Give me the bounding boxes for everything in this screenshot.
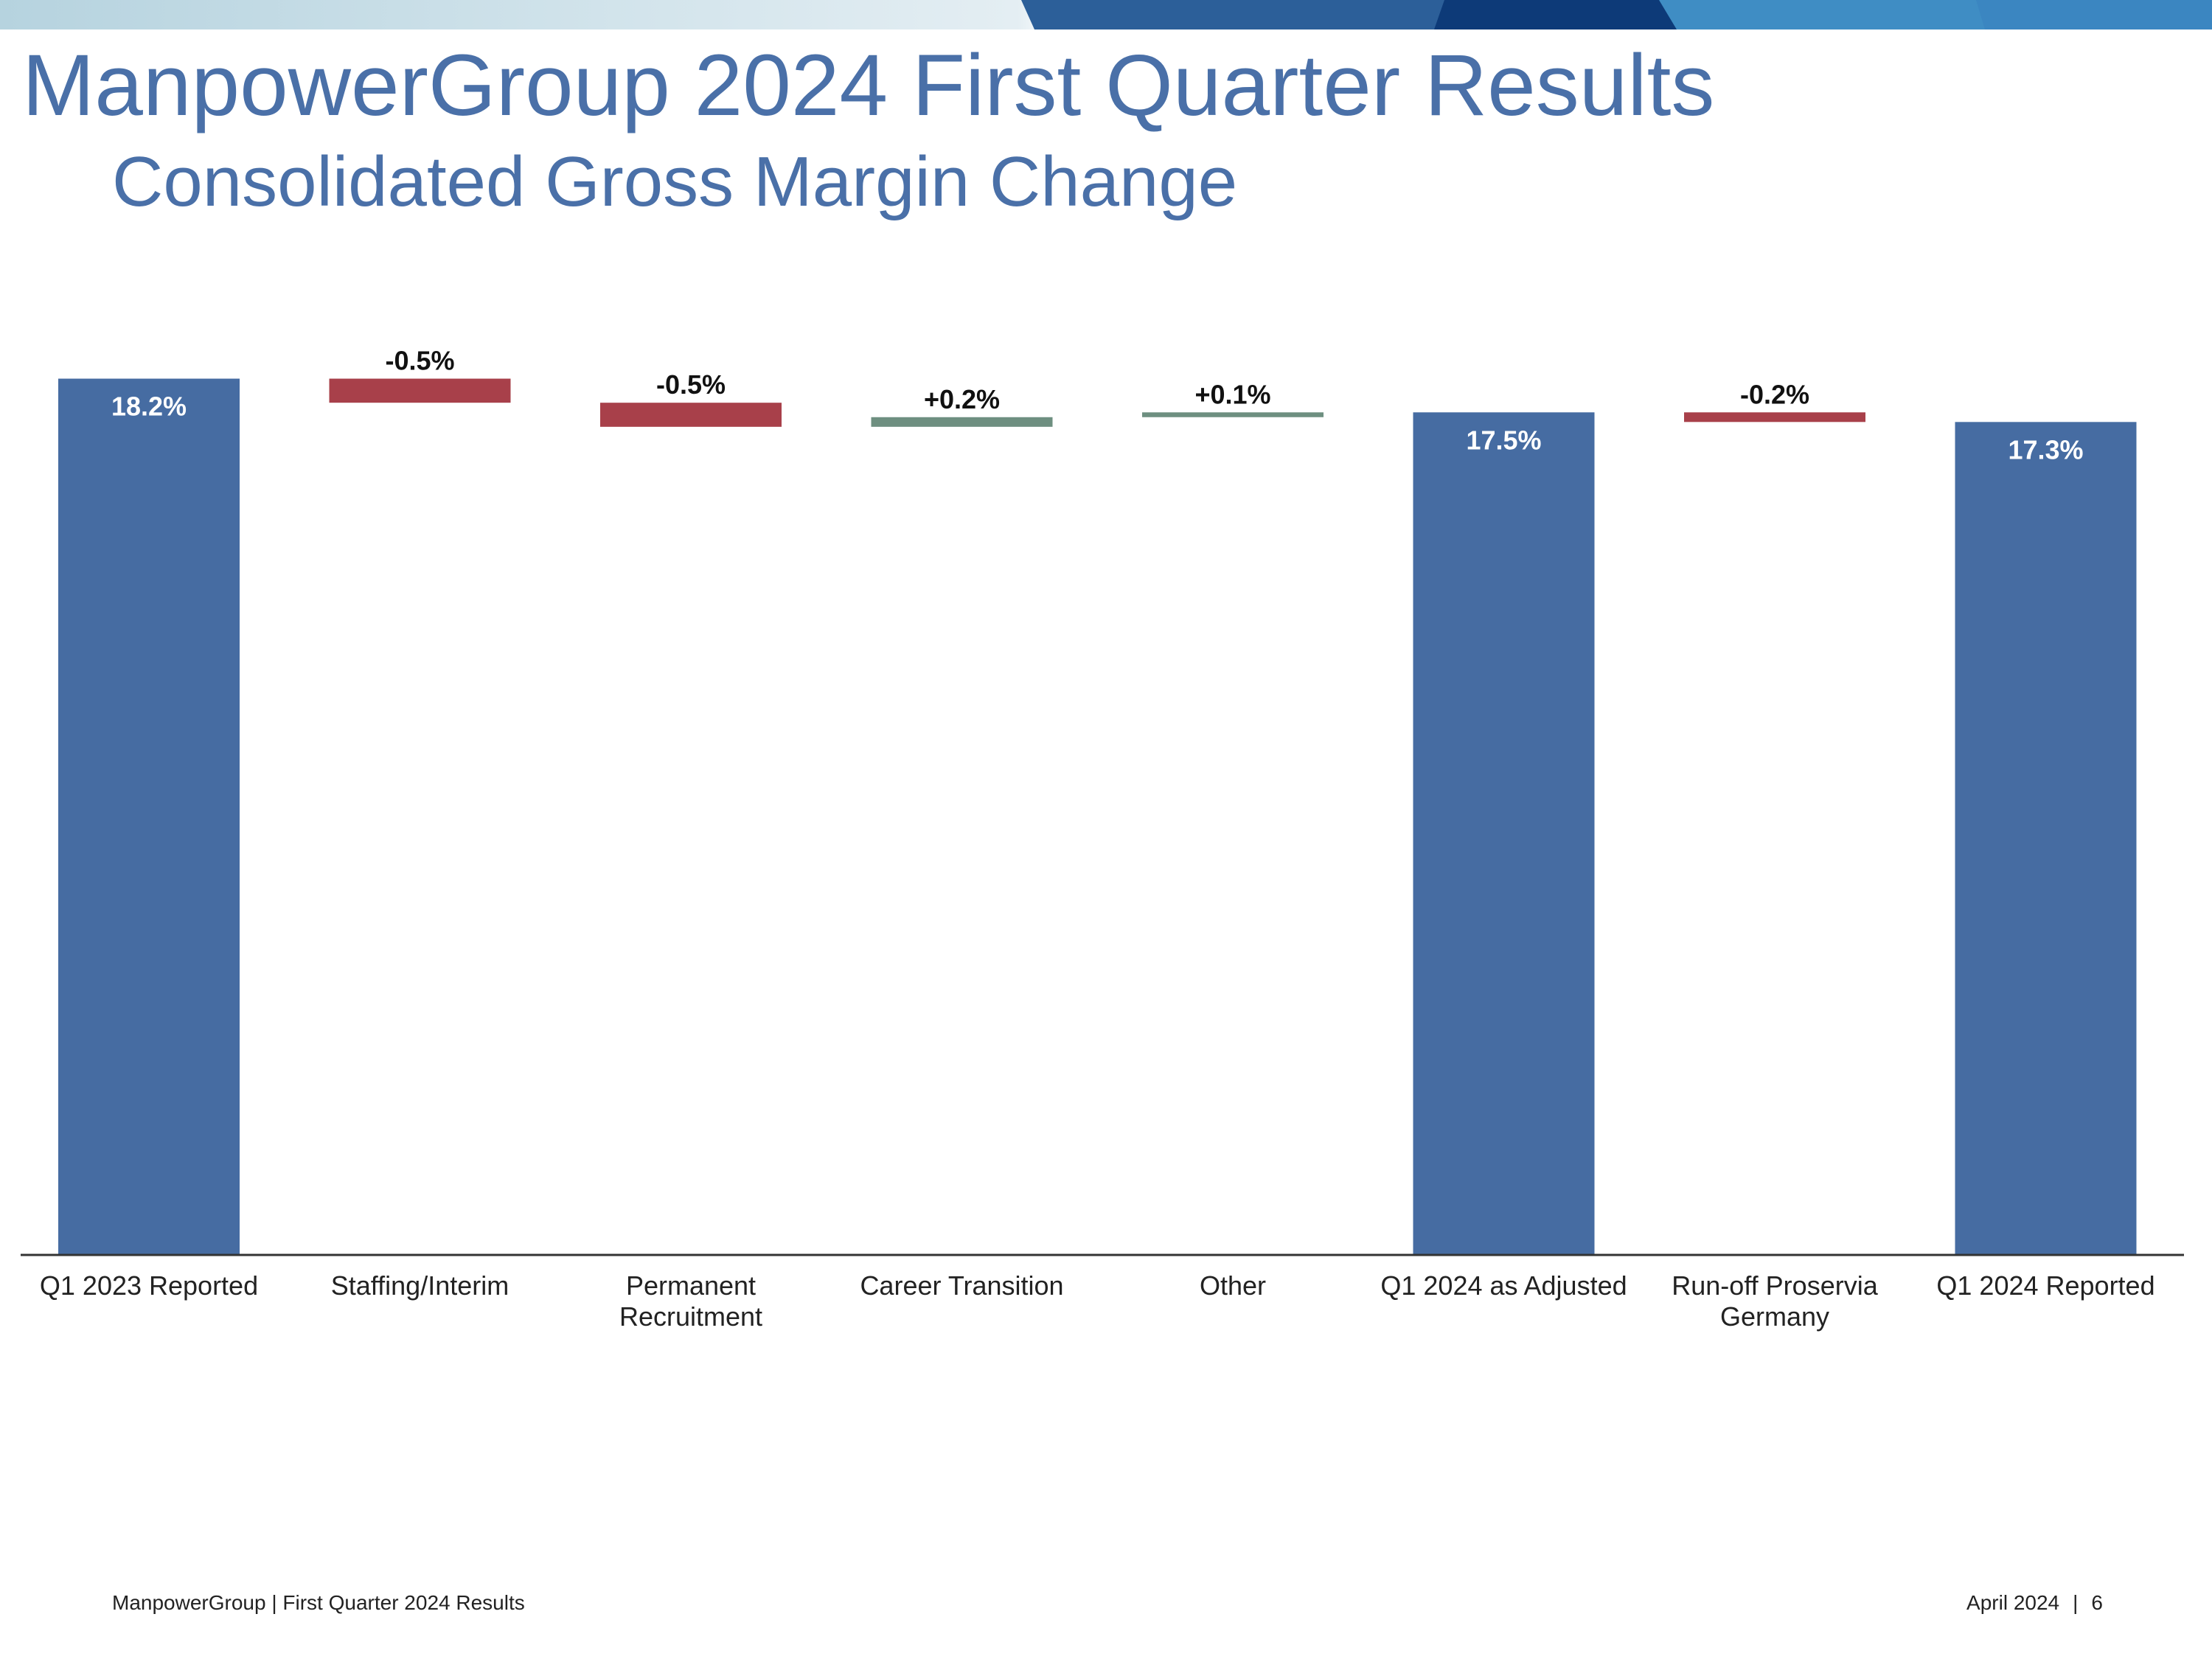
- footer-left-text: ManpowerGroup | First Quarter 2024 Resul…: [112, 1591, 525, 1614]
- x-tick-label: Staffing/Interim: [331, 1270, 509, 1301]
- x-tick-label-line: Run-off Proservia: [1672, 1270, 1878, 1301]
- bar-value-label: 18.2%: [111, 392, 187, 422]
- bar-increase: [1142, 412, 1324, 417]
- x-tick-label-line: Other: [1200, 1270, 1266, 1301]
- page-number: 6: [2091, 1591, 2103, 1614]
- x-tick-label-line: Recruitment: [619, 1301, 762, 1332]
- bar-total: [1955, 422, 2137, 1255]
- bar-change-label: +0.2%: [924, 384, 1000, 414]
- x-tick-label: Career Transition: [860, 1270, 1063, 1301]
- bar-decrease: [600, 403, 782, 427]
- bar-change-label: -0.2%: [1740, 379, 1809, 409]
- bar-change-label: -0.5%: [656, 369, 726, 400]
- bar-total: [58, 378, 240, 1255]
- bar-value-label: 17.3%: [2008, 434, 2083, 465]
- x-tick-label: Permanent Recruitment: [619, 1270, 762, 1332]
- bar-change-label: -0.5%: [385, 346, 454, 376]
- x-tick-label-line: Germany: [1720, 1301, 1829, 1332]
- band-shape-2: [1434, 0, 1700, 29]
- footer-date: April 2024: [1966, 1591, 2060, 1614]
- bar-decrease: [329, 378, 511, 403]
- x-tick-label-line: Q1 2024 Reported: [1936, 1270, 2154, 1301]
- x-tick-label: Other: [1200, 1270, 1266, 1301]
- bar-decrease: [1684, 412, 1865, 422]
- header-decorative-band: [0, 0, 2212, 29]
- x-tick-label-line: Q1 2024 as Adjusted: [1380, 1270, 1627, 1301]
- x-tick-label: Q1 2023 Reported: [40, 1270, 258, 1301]
- x-tick-label-line: Q1 2023 Reported: [40, 1270, 258, 1301]
- bar-change-label: +0.1%: [1194, 379, 1270, 409]
- bar-increase: [871, 417, 1053, 427]
- slide-subtitle: Consolidated Gross Margin Change: [112, 142, 1238, 221]
- slide-title: ManpowerGroup 2024 First Quarter Results: [22, 37, 1715, 134]
- footer-separator: |: [2073, 1591, 2079, 1614]
- x-tick-label: Run-off Proservia Germany: [1672, 1270, 1878, 1332]
- band-shape-3: [1659, 0, 1998, 29]
- x-tick-label: Q1 2024 as Adjusted: [1380, 1270, 1627, 1301]
- bar-value-label: 17.5%: [1466, 425, 1541, 455]
- footer-right: April 2024 | 6: [1966, 1591, 2103, 1615]
- x-tick-label: Q1 2024 Reported: [1936, 1270, 2154, 1301]
- band-shape-4: [1976, 0, 2212, 29]
- x-tick-label-line: Staffing/Interim: [331, 1270, 509, 1301]
- x-tick-label-line: Career Transition: [860, 1270, 1063, 1301]
- bar-total: [1413, 412, 1595, 1255]
- x-tick-label-line: Permanent: [626, 1270, 756, 1301]
